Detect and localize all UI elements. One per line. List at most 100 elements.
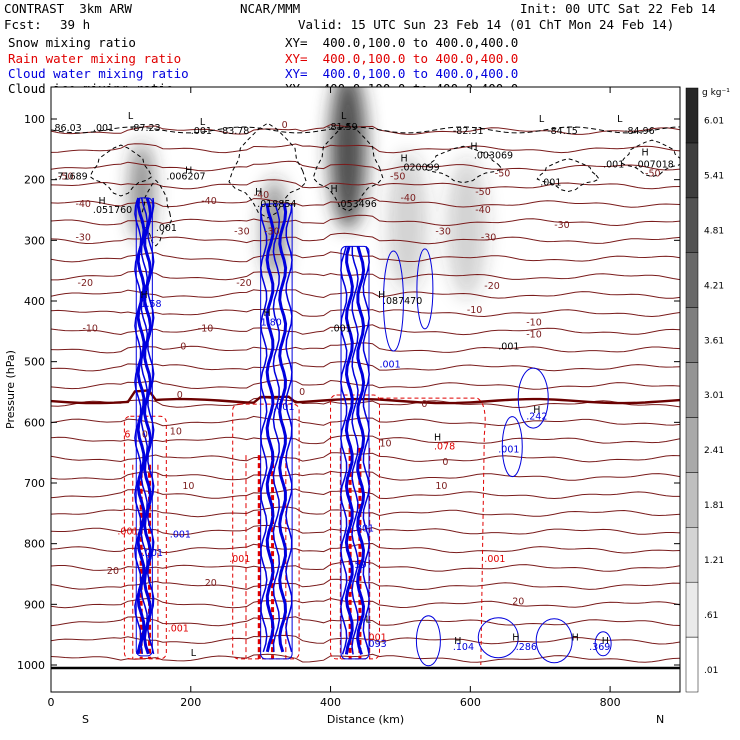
temperature-label: -10 bbox=[526, 329, 542, 340]
field-xy-snow: XY= 400.0,100.0 to 400.0,400.0 bbox=[285, 35, 519, 50]
cloud-water-label: .093 bbox=[366, 639, 387, 650]
temperature-label: 0 bbox=[180, 342, 186, 353]
endpoint-right-label: N bbox=[656, 713, 664, 726]
rain-label: .001 bbox=[366, 633, 387, 644]
y-tick-label: 900 bbox=[24, 598, 45, 611]
ice-label: .001 bbox=[603, 160, 624, 171]
temperature-contour bbox=[51, 542, 680, 554]
header-fcst-label: Fcst: bbox=[4, 17, 42, 32]
field-name-cloud-water: Cloud water mixing ratio bbox=[8, 66, 189, 81]
extremum-label: H bbox=[642, 147, 649, 158]
ice-label: .001 bbox=[191, 126, 212, 137]
colorbar-unit: g kg⁻¹ bbox=[702, 88, 730, 98]
cloud-water-label: .104 bbox=[453, 642, 474, 653]
temperature-label: 10 bbox=[182, 481, 194, 492]
ice-label: .001 bbox=[331, 323, 352, 334]
rain-region-edge bbox=[379, 397, 486, 666]
temperature-label: 0 bbox=[282, 120, 288, 131]
temperature-label: -20 bbox=[78, 278, 94, 289]
ice-label: .018854 bbox=[257, 199, 296, 210]
header-center-title: NCAR/MMM bbox=[240, 1, 301, 16]
temperature-label: -10 bbox=[526, 317, 542, 328]
extremum-label: L bbox=[539, 114, 545, 125]
temperature-contour bbox=[51, 361, 680, 372]
temperature-label: -30 bbox=[481, 232, 497, 243]
ice-label: -84.15 bbox=[547, 126, 578, 137]
temperature-contour bbox=[51, 214, 680, 227]
temperature-contours bbox=[51, 124, 680, 670]
cloud-water-label: .286 bbox=[516, 642, 537, 653]
header-init-time: Init: 00 UTC Sat 22 Feb 14 bbox=[520, 1, 716, 16]
cloud-water-contour bbox=[142, 197, 153, 655]
temperature-label: 10 bbox=[379, 439, 391, 450]
extremum-label: H bbox=[378, 290, 385, 301]
temperature-label: 0 bbox=[299, 387, 305, 398]
temperature-contour bbox=[51, 452, 680, 463]
cloud-water-envelope bbox=[260, 203, 293, 660]
x-axis-label: Distance (km) bbox=[327, 713, 404, 726]
temperature-contour bbox=[51, 251, 680, 263]
field-name-rain: Rain water mixing ratio bbox=[8, 51, 182, 66]
ice-label: .001 bbox=[540, 178, 561, 189]
snow-core bbox=[129, 141, 154, 242]
temperature-label: -50 bbox=[58, 172, 74, 183]
ice-label: .087470 bbox=[383, 296, 422, 307]
extremum-label: L bbox=[200, 117, 206, 128]
colorbar-label: .61 bbox=[704, 611, 718, 621]
cloud-water-contour bbox=[260, 203, 268, 653]
cloud-water-contour bbox=[344, 246, 354, 655]
ice-label: .001 bbox=[93, 123, 114, 134]
temperature-contour bbox=[51, 143, 680, 154]
temperature-label: -40 bbox=[400, 193, 416, 204]
temperature-label: -40 bbox=[475, 205, 491, 216]
ice-label: 86.03 bbox=[54, 123, 81, 134]
temperature-contour bbox=[51, 434, 680, 445]
rain-label: .078 bbox=[434, 442, 455, 453]
ice-label: .020099 bbox=[400, 163, 439, 174]
x-tick-label: 400 bbox=[320, 696, 341, 709]
temperature-contour bbox=[51, 324, 680, 336]
cloud-water-envelope bbox=[135, 197, 153, 657]
cloud-water-label: .369 bbox=[589, 642, 610, 653]
extremum-label: H bbox=[140, 290, 147, 301]
temperature-label: -40 bbox=[201, 196, 217, 207]
ice-label: -83.78 bbox=[219, 126, 250, 137]
extremum-label: H bbox=[400, 153, 407, 164]
field-name-snow: Snow mixing ratio bbox=[8, 35, 136, 50]
extremum-label: H bbox=[602, 636, 609, 647]
colorbar-segment bbox=[685, 307, 699, 363]
axes: 0 200 400 600 800100200300400500600700800900… bbox=[4, 86, 681, 726]
colorbar-label: 4.81 bbox=[704, 227, 724, 237]
x-tick-label: 600 bbox=[460, 696, 481, 709]
temperature-label: -30 bbox=[554, 220, 570, 231]
cloud-water-label: 1.58 bbox=[140, 299, 161, 310]
x-tick-label: 800 bbox=[600, 696, 621, 709]
colorbar-label: 5.41 bbox=[704, 172, 724, 182]
header-left-title: CONTRAST 3km ARW bbox=[4, 1, 132, 16]
temperature-label: 10 bbox=[170, 426, 182, 437]
ice-contour bbox=[139, 179, 172, 247]
cloud-water-contour bbox=[351, 246, 359, 655]
temperature-contour bbox=[51, 308, 680, 318]
temperature-label: -40 bbox=[254, 190, 270, 201]
rain-label: 6 bbox=[124, 430, 130, 441]
ice-contour bbox=[536, 158, 600, 193]
y-tick-label: 700 bbox=[24, 477, 45, 490]
extremum-label: L bbox=[366, 615, 372, 626]
cloud-water-contour bbox=[278, 203, 288, 653]
colorbar-segment bbox=[685, 197, 699, 253]
field-xy-rain: XY= 400.0,100.0 to 400.0,400.0 bbox=[285, 51, 519, 66]
ice-contour bbox=[423, 145, 503, 184]
ice-label: .051760 bbox=[93, 205, 132, 216]
ice-contour bbox=[312, 123, 384, 212]
temperature-label: -50 bbox=[475, 187, 491, 198]
ice-label: -82.31 bbox=[453, 126, 484, 137]
snow-core bbox=[387, 152, 428, 293]
temperature-label: -50 bbox=[390, 172, 406, 183]
contour-labels: -50 -40 -30 -20 -10 -40 -30 -20 -10 -40 -30 -50 -40 -… bbox=[54, 111, 673, 659]
cloud-water-label: .59 bbox=[352, 560, 367, 571]
temperature-label: -30 bbox=[435, 226, 451, 237]
ice-contour-top bbox=[51, 126, 680, 134]
cloud-water-label: .001 bbox=[498, 445, 519, 456]
